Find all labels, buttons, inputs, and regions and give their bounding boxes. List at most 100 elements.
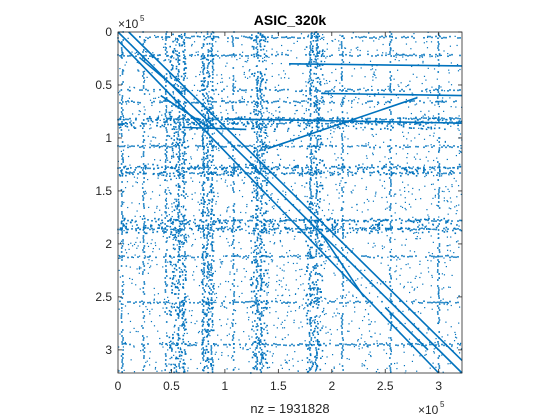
- nonzero-mark: [390, 221, 392, 223]
- nonzero-mark: [177, 297, 180, 299]
- nonzero-mark: [417, 172, 419, 175]
- nonzero-mark: [315, 100, 317, 102]
- nonzero-mark: [297, 256, 299, 259]
- nonzero-mark: [410, 206, 412, 208]
- nonzero-mark: [317, 126, 320, 129]
- nonzero-mark: [403, 35, 405, 38]
- nonzero-mark: [309, 143, 312, 145]
- nonzero-mark: [334, 232, 337, 234]
- nonzero-mark: [390, 339, 393, 341]
- nonzero-mark: [201, 61, 204, 63]
- nonzero-mark: [319, 288, 321, 290]
- nonzero-mark: [127, 256, 129, 259]
- nonzero-mark: [309, 187, 311, 189]
- nonzero-mark: [386, 125, 389, 127]
- nonzero-mark: [157, 167, 159, 169]
- nonzero-mark: [125, 225, 127, 228]
- nonzero-mark: [429, 53, 431, 56]
- nonzero-mark: [230, 166, 233, 169]
- nonzero-mark: [142, 203, 145, 205]
- nonzero-mark: [255, 293, 258, 295]
- nonzero-mark: [164, 99, 167, 101]
- nonzero-mark: [255, 55, 258, 57]
- nonzero-mark: [255, 245, 258, 247]
- nonzero-mark: [172, 277, 175, 279]
- nonzero-mark: [172, 156, 175, 158]
- nonzero-mark: [203, 233, 205, 235]
- nonzero-mark: [207, 211, 210, 213]
- nonzero-mark: [311, 219, 313, 222]
- nonzero-mark: [320, 248, 323, 250]
- nonzero-mark: [261, 123, 263, 125]
- nonzero-mark: [189, 172, 191, 175]
- nonzero-mark: [182, 205, 185, 208]
- nonzero-mark: [209, 140, 212, 143]
- nonzero-mark: [295, 301, 297, 303]
- nonzero-mark: [121, 335, 123, 337]
- nonzero-mark: [159, 119, 161, 121]
- nonzero-mark: [413, 220, 415, 222]
- nonzero-mark: [389, 353, 392, 355]
- nonzero-mark: [433, 228, 435, 231]
- nonzero-mark: [265, 210, 268, 213]
- nonzero-mark: [305, 46, 308, 48]
- nonzero-mark: [391, 118, 393, 121]
- nonzero-mark: [207, 340, 210, 343]
- nonzero-mark: [403, 53, 405, 56]
- nonzero-mark: [204, 57, 206, 59]
- nonzero-mark: [119, 175, 122, 177]
- nonzero-mark: [260, 169, 262, 171]
- nonzero-mark: [321, 64, 324, 66]
- nonzero-mark: [203, 81, 206, 83]
- nonzero-mark: [335, 166, 338, 168]
- nonzero-mark: [313, 104, 316, 107]
- nonzero-mark: [449, 300, 451, 303]
- nonzero-mark: [122, 357, 124, 359]
- nonzero-mark: [237, 255, 239, 257]
- nonzero-mark: [147, 262, 149, 265]
- nonzero-mark: [438, 309, 441, 311]
- nonzero-mark: [411, 35, 413, 38]
- nonzero-mark: [211, 237, 214, 239]
- nonzero-mark: [165, 120, 168, 122]
- nonzero-mark: [388, 273, 391, 275]
- nonzero-mark: [202, 209, 204, 211]
- nonzero-mark: [205, 348, 208, 351]
- nonzero-mark: [201, 254, 204, 256]
- nonzero-mark: [215, 35, 217, 38]
- nonzero-mark: [429, 117, 431, 120]
- nonzero-mark: [449, 54, 451, 57]
- nonzero-mark: [258, 173, 260, 175]
- nonzero-mark: [181, 107, 184, 110]
- nonzero-mark: [317, 344, 320, 346]
- nonzero-mark: [287, 227, 289, 230]
- nonzero-mark: [400, 222, 403, 224]
- nonzero-mark: [222, 168, 224, 170]
- nonzero-mark: [457, 117, 459, 120]
- nonzero-mark: [342, 345, 344, 347]
- nonzero-mark: [256, 359, 259, 361]
- nonzero-mark: [142, 311, 144, 313]
- nonzero-mark: [325, 90, 327, 92]
- nonzero-mark: [403, 90, 405, 92]
- nonzero-mark: [415, 255, 417, 257]
- nonzero-mark: [252, 39, 255, 42]
- nonzero-mark: [183, 302, 185, 304]
- nonzero-mark: [329, 118, 331, 120]
- nonzero-mark: [164, 115, 167, 117]
- nonzero-mark: [411, 171, 413, 173]
- nonzero-mark: [334, 128, 336, 130]
- nonzero-mark: [202, 323, 204, 326]
- nonzero-mark: [209, 54, 212, 57]
- nonzero-mark: [121, 291, 124, 293]
- nonzero-mark: [249, 112, 252, 115]
- nonzero-mark: [319, 247, 321, 249]
- nonzero-mark: [260, 301, 262, 303]
- nonzero-mark: [383, 165, 386, 167]
- nonzero-mark: [223, 122, 225, 125]
- nonzero-mark: [393, 193, 396, 195]
- nonzero-mark: [262, 365, 265, 367]
- nonzero-mark: [342, 223, 344, 225]
- nonzero-mark: [189, 301, 191, 304]
- nonzero-mark: [403, 344, 405, 347]
